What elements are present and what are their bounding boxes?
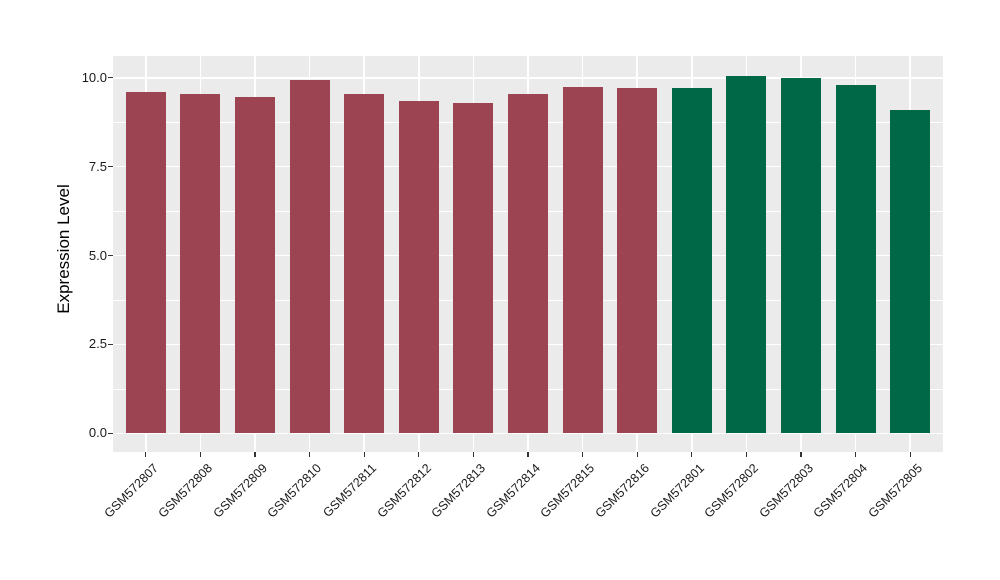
bar-GSM572804 [835,84,876,434]
x-tick-mark [854,452,857,457]
y-tick-mark [108,254,113,257]
y-tick-mark [108,77,113,79]
x-tick-mark [472,452,474,457]
y-tick-mark [108,343,113,345]
bar-GSM572812 [398,100,439,434]
x-tick-mark [145,452,147,457]
x-tick-label: GSM572803 [756,461,816,521]
bar-GSM572802 [726,76,767,434]
y-tick-label: 5.0 [88,247,107,263]
x-tick-mark [909,452,911,457]
x-tick-mark [636,452,638,457]
bar-GSM572813 [453,102,494,434]
x-tick-label: GSM572802 [701,461,762,521]
x-tick-label: GSM572815 [537,461,598,521]
x-tick-mark [363,452,365,457]
x-tick-label: GSM572808 [155,461,216,521]
x-tick-mark [254,452,256,457]
bar-GSM572808 [180,93,221,434]
bar-GSM572807 [125,92,166,434]
bar-GSM572816 [617,88,658,434]
bar-GSM572811 [344,93,385,434]
y-tick-label: 10.0 [81,69,107,85]
x-tick-mark [199,452,201,457]
bar-GSM572801 [671,88,712,434]
bar-GSM572803 [780,77,821,434]
x-tick-mark [691,452,693,457]
x-tick-label: GSM572813 [428,461,489,521]
bar-GSM572809 [234,97,275,434]
y-tick-label: 2.5 [88,336,107,352]
x-tick-label: GSM572812 [374,461,434,521]
x-tick-label: GSM572804 [810,461,871,521]
bar-GSM572815 [562,86,603,434]
y-tick-mark [108,166,113,168]
bar-GSM572814 [507,93,548,434]
x-tick-mark [308,452,311,457]
x-tick-label: GSM572816 [592,461,653,521]
x-tick-label: GSM572801 [647,461,707,521]
x-tick-label: GSM572814 [483,461,543,521]
bar-GSM572810 [289,79,330,434]
x-tick-label: GSM572805 [865,461,926,521]
y-tick-label: 0.0 [88,425,107,441]
bar-GSM572805 [890,109,931,434]
y-tick-mark [108,432,113,434]
x-tick-mark [527,452,529,457]
x-tick-label: GSM572809 [210,461,270,521]
x-tick-label: GSM572811 [320,461,380,520]
plot-panel [113,56,943,452]
x-tick-mark [800,452,802,457]
y-axis-title: Expression Level [54,184,73,314]
x-tick-label: GSM572807 [101,461,161,521]
y-tick-label: 7.5 [88,158,107,174]
x-tick-mark [745,452,747,457]
x-tick-label: GSM572810 [264,461,325,521]
x-tick-mark [418,452,420,457]
x-tick-mark [581,452,584,457]
